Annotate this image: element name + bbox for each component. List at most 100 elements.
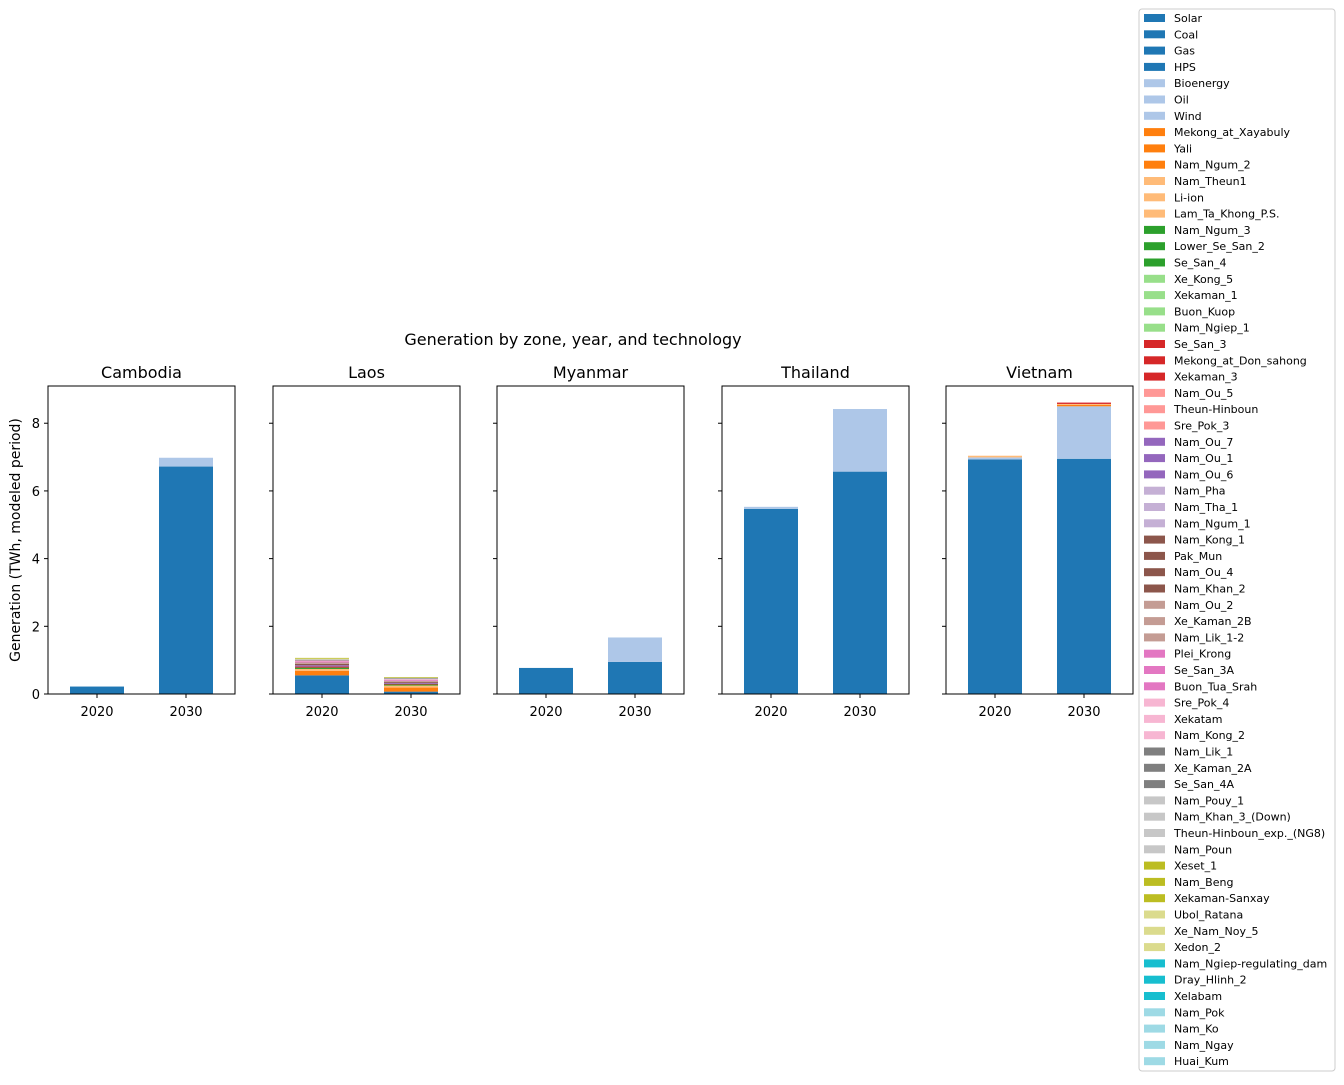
legend-swatch-nam_pha <box>1144 486 1165 495</box>
panel-title-laos: Laos <box>348 363 385 382</box>
bar-laos-2020-nam_pouy_1 <box>295 659 349 660</box>
legend-box <box>1138 8 1336 1072</box>
legend-swatch-buon_kuop <box>1144 307 1165 316</box>
x-tick-label: 2030 <box>169 705 202 720</box>
y-axis-label: Generation (TWh, modeled period) <box>8 418 24 662</box>
legend-swatch-nam_ngum_3 <box>1144 225 1165 234</box>
legend-swatch-xe_kong_5 <box>1144 274 1165 283</box>
legend-label-nam_ou_4: Nam_Ou_4 <box>1174 566 1233 579</box>
legend-swatch-nam_beng <box>1144 877 1165 886</box>
legend-label-nam_kong_1: Nam_Kong_1 <box>1174 534 1245 547</box>
legend-label-nam_khan_2: Nam_Khan_2 <box>1174 583 1246 596</box>
legend-swatch-gas <box>1144 46 1165 55</box>
legend-label-nam_ou_6: Nam_Ou_6 <box>1174 468 1233 481</box>
legend-swatch-xekatam <box>1144 714 1165 723</box>
legend-label-wind: Wind <box>1174 110 1202 123</box>
x-tick-label: 2020 <box>978 705 1011 720</box>
legend-label-lower_se_san_2: Lower_Se_San_2 <box>1174 240 1265 253</box>
legend-label-nam_beng: Nam_Beng <box>1174 876 1233 889</box>
legend-swatch-lower_se_san_2 <box>1144 242 1165 251</box>
legend-swatch-nam_pok <box>1144 1008 1165 1017</box>
bar-laos-2030-nam_ou_7 <box>384 682 438 684</box>
bar-laos-2030-plei_krong <box>384 679 438 681</box>
y-tick-label: 2 <box>32 620 40 635</box>
y-tick-label: 0 <box>32 688 40 703</box>
x-tick-label: 2030 <box>1067 705 1100 720</box>
axes-frame-cambodia <box>47 385 236 695</box>
bar-laos-2030-xeset_1 <box>384 677 438 678</box>
legend-label-xekaman_1: Xekaman_1 <box>1174 289 1238 302</box>
legend-label-xeset_1: Xeset_1 <box>1174 860 1217 873</box>
legend-swatch-nam_ngum_2 <box>1144 160 1165 169</box>
legend-label-nam_theun1: Nam_Theun1 <box>1174 175 1247 188</box>
legend-label-se_san_3a: Se_San_3A <box>1174 664 1234 677</box>
bar-laos-2020-mekong_at_xayabuly <box>295 670 349 676</box>
legend-swatch-nam_lik_1-2 <box>1144 633 1165 642</box>
legend-label-xedon_2: Xedon_2 <box>1174 941 1221 954</box>
legend-label-se_san_4: Se_San_4 <box>1174 257 1226 270</box>
legend-swatch-xekaman_3 <box>1144 372 1165 381</box>
bar-vietnam-2030-bioenergy <box>1057 406 1111 459</box>
legend-swatch-coal <box>1144 30 1165 39</box>
bar-laos-2030-nam_ou_2 <box>384 680 438 682</box>
legend-label-nam_ngum_3: Nam_Ngum_3 <box>1174 224 1251 237</box>
bar-laos-2030-sre_pok_4 <box>384 679 438 680</box>
legend-label-nam_ko: Nam_Ko <box>1174 1023 1219 1036</box>
bar-thailand-2020-solar <box>744 508 798 694</box>
bar-vietnam-2030-li-ion <box>1057 403 1111 405</box>
legend-swatch-mekong_at_xayabuly <box>1144 128 1165 137</box>
legend-label-se_san_4a: Se_San_4A <box>1174 778 1234 791</box>
bar-myanmar-2030-bioenergy <box>608 637 662 662</box>
legend-label-buon_tua_srah: Buon_Tua_Srah <box>1174 680 1257 693</box>
legend-swatch-pak_mun <box>1144 551 1165 560</box>
legend-swatch-nam_ngiep-regulating_dam <box>1144 959 1165 968</box>
legend-label-nam_pouy_1: Nam_Pouy_1 <box>1174 794 1244 807</box>
legend-label-nam_ou_5: Nam_Ou_5 <box>1174 387 1233 400</box>
bar-thailand-2020-bioenergy <box>744 506 798 509</box>
legend-label-nam_pok: Nam_Pok <box>1174 1006 1225 1019</box>
legend-swatch-xelabam <box>1144 992 1165 1000</box>
legend-label-li-ion: Li-ion <box>1174 191 1204 204</box>
legend-label-nam_lik_1: Nam_Lik_1 <box>1174 746 1233 759</box>
legend-label-theun-hinboun: Theun-Hinboun <box>1173 403 1258 416</box>
legend-swatch-xekaman-sanxay <box>1144 894 1165 903</box>
bar-laos-2020-nam_theun1 <box>295 668 349 671</box>
legend-swatch-li-ion <box>1144 193 1165 202</box>
legend-label-nam_ou_1: Nam_Ou_1 <box>1174 452 1233 465</box>
legend-swatch-theun-hinboun_exp._(ng8) <box>1144 829 1165 837</box>
legend-label-xelabam: Xelabam <box>1174 990 1222 1003</box>
legend-label-nam_ou_2: Nam_Ou_2 <box>1174 599 1233 612</box>
bar-laos-2030-se_san_3 <box>384 683 438 685</box>
bar-laos-2020-xeset_1 <box>295 658 349 660</box>
x-tick-label: 2030 <box>843 705 876 720</box>
x-tick-label: 2030 <box>394 705 427 720</box>
legend-swatch-nam_lik_1 <box>1144 747 1165 756</box>
bar-laos-2020-nam_lik_1 <box>295 659 349 661</box>
y-tick-label: 8 <box>32 417 40 432</box>
bar-myanmar-2030-solar <box>608 661 662 694</box>
legend-swatch-yali <box>1144 144 1165 153</box>
x-tick-label: 2020 <box>754 705 787 720</box>
bar-laos-2020-sre_pok_4 <box>295 660 349 662</box>
bar-laos-2020-nam_kong_1 <box>295 663 349 666</box>
legend-swatch-nam_ngay <box>1144 1040 1165 1049</box>
bar-vietnam-2020-li-ion <box>968 455 1022 458</box>
legend-swatch-nam_ou_4 <box>1144 568 1165 577</box>
y-tick-label: 6 <box>32 485 40 500</box>
bar-laos-2020-plei_krong <box>295 661 349 663</box>
legend-swatch-plei_krong <box>1144 649 1165 658</box>
legend-label-xekaman-sanxay: Xekaman-Sanxay <box>1174 892 1270 905</box>
legend-label-mekong_at_don_sahong: Mekong_at_Don_sahong <box>1174 354 1307 367</box>
legend-swatch-xe_nam_noy_5 <box>1144 926 1165 935</box>
axes-frame-vietnam <box>945 385 1134 695</box>
legend-swatch-nam_kong_1 <box>1144 535 1165 544</box>
legend-swatch-nam_khan_2 <box>1144 584 1165 593</box>
legend-label-hps: HPS <box>1174 61 1196 74</box>
legend-swatch-nam_ou_7 <box>1144 437 1165 446</box>
legend-swatch-nam_khan_3_(down) <box>1144 812 1165 821</box>
legend-label-nam_ngiep-regulating_dam: Nam_Ngiep-regulating_dam <box>1174 957 1327 970</box>
legend-label-pak_mun: Pak_Mun <box>1174 550 1222 563</box>
legend-swatch-bioenergy <box>1144 79 1165 88</box>
